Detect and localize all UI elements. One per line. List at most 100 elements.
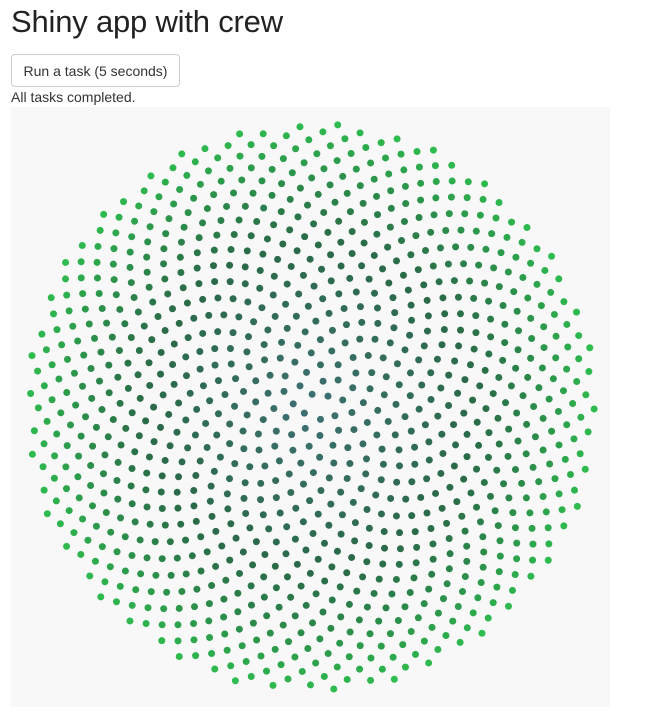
scatter-point [399, 271, 407, 279]
scatter-point [192, 471, 200, 479]
scatter-point [551, 475, 559, 483]
scatter-point [325, 521, 333, 529]
scatter-point [127, 482, 135, 490]
scatter-point [392, 512, 400, 520]
scatter-point [571, 486, 578, 494]
scatter-point [357, 485, 365, 493]
scatter-point [279, 240, 287, 248]
scatter-point [220, 595, 228, 603]
scatter-point [495, 373, 503, 381]
scatter-point [299, 518, 307, 526]
scatter-point [62, 258, 70, 266]
scatter-point [370, 589, 378, 597]
scatter-point [128, 551, 136, 559]
scatter-point [158, 555, 166, 563]
scatter-point [30, 427, 38, 435]
scatter-point [308, 390, 316, 398]
scatter-point [143, 469, 151, 477]
scatter-point [324, 228, 332, 236]
scatter-point [195, 280, 203, 288]
scatter-point [473, 418, 481, 426]
scatter-point [253, 217, 261, 225]
scatter-point [157, 423, 164, 431]
scatter-point [150, 208, 158, 216]
scatter-point [203, 205, 211, 213]
scatter-point [590, 405, 598, 413]
scatter-point [379, 265, 387, 273]
scatter-point [552, 332, 560, 340]
scatter-point [191, 158, 199, 166]
scatter-point [259, 250, 267, 258]
scatter-point [63, 291, 71, 299]
scatter-point [477, 579, 485, 587]
scatter-point [535, 478, 543, 486]
scatter-point [535, 384, 543, 392]
scatter-point [131, 518, 139, 526]
scatter-point [247, 672, 255, 680]
scatter-point [346, 208, 354, 216]
scatter-point [341, 135, 349, 143]
scatter-point [220, 311, 228, 319]
scatter-point [379, 560, 387, 568]
scatter-point [255, 446, 263, 454]
scatter-point [249, 619, 257, 627]
scatter-point [175, 652, 183, 660]
scatter-point [374, 304, 381, 312]
scatter-point [387, 187, 395, 195]
scatter-point [261, 551, 269, 558]
scatter-point [365, 275, 373, 283]
scatter-point [124, 384, 132, 392]
scatter-point [437, 469, 445, 477]
scatter-point [367, 159, 375, 167]
scatter-point [258, 177, 266, 185]
scatter-point [555, 275, 563, 283]
scatter-point [370, 251, 378, 259]
scatter-point [143, 554, 151, 562]
scatter-point [126, 617, 134, 625]
scatter-point [165, 215, 173, 223]
scatter-point [337, 488, 345, 496]
scatter-point [518, 479, 526, 487]
scatter-point [51, 452, 59, 460]
scatter-point [243, 348, 251, 356]
scatter-point [324, 392, 332, 400]
scatter-point [124, 359, 132, 367]
scatter-point [452, 243, 460, 251]
scatter-point [276, 354, 284, 362]
scatter-point [132, 586, 140, 594]
scatter-point [309, 469, 317, 477]
scatter-point [134, 371, 142, 379]
scatter-point [336, 583, 344, 591]
scatter-point [27, 389, 35, 397]
scatter-point [114, 495, 122, 503]
scatter-point [157, 370, 165, 378]
page-title: Shiny app with crew [11, 4, 283, 39]
scatter-point [445, 401, 453, 409]
scatter-point [264, 389, 272, 397]
scatter-point [238, 176, 246, 184]
run-task-button[interactable]: Run a task (5 seconds) [11, 54, 180, 87]
scatter-point [374, 406, 382, 414]
scatter-point [445, 210, 453, 218]
scatter-point [445, 371, 453, 379]
scatter-point [394, 616, 402, 624]
scatter-point [300, 409, 308, 417]
scatter-point [479, 195, 487, 203]
scatter-point [329, 441, 337, 449]
scatter-point [96, 226, 104, 234]
scatter-point [101, 451, 109, 459]
scatter-point [65, 307, 73, 315]
scatter-point [109, 416, 117, 424]
scatter-point [247, 601, 255, 609]
scatter-point [206, 497, 214, 505]
scatter-point [242, 657, 250, 665]
scatter-point [581, 465, 589, 473]
scatter-point [249, 561, 257, 569]
scatter-point [197, 533, 205, 541]
scatter-point [529, 556, 537, 564]
scatter-point [199, 295, 207, 303]
scatter-point [408, 316, 416, 324]
scatter-point [312, 590, 320, 598]
scatter-point [378, 665, 386, 673]
scatter-point [231, 402, 239, 410]
